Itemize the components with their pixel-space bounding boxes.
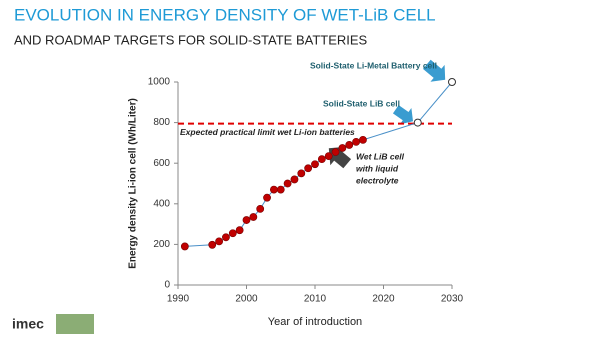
y-axis-label: Energy density Li-ion cell (Wh/Liter) — [128, 98, 139, 269]
data-point — [180, 242, 189, 251]
y-tick-label: 400 — [153, 198, 170, 209]
target-point — [448, 78, 456, 86]
data-point — [263, 193, 271, 202]
data-point — [297, 169, 306, 178]
y-tick-label: 0 — [164, 280, 170, 291]
slide-subtitle: AND ROADMAP TARGETS FOR SOLID-STATE BATT… — [14, 32, 368, 47]
logo: imec — [12, 316, 44, 332]
data-point — [242, 216, 251, 224]
y-tick-label: 600 — [153, 158, 170, 169]
x-tick-label: 2000 — [235, 294, 258, 305]
y-tick-label: 200 — [153, 239, 170, 250]
data-point — [256, 204, 265, 213]
y-tick-label: 1000 — [148, 77, 171, 88]
y-tick-label: 800 — [153, 117, 170, 128]
data-point — [352, 137, 360, 146]
data-point — [235, 226, 244, 235]
data-point — [311, 160, 319, 169]
data-point — [345, 141, 354, 149]
data-point — [208, 240, 217, 249]
data-point — [359, 135, 367, 144]
annotation: Solid-State Li-Metal Battery cell — [310, 60, 437, 70]
data-point — [249, 213, 258, 221]
arrow — [422, 59, 446, 82]
data-point — [215, 237, 223, 246]
arrow — [392, 105, 414, 125]
data-point — [317, 155, 326, 164]
data-point — [338, 144, 347, 152]
data-point — [228, 229, 237, 238]
data-point — [222, 233, 230, 242]
data-point — [304, 164, 313, 173]
x-tick-label: 2030 — [441, 294, 464, 305]
target-point — [413, 118, 422, 127]
annotation: Wet LiB cell — [356, 151, 405, 161]
data-point — [290, 175, 299, 184]
data-point — [276, 185, 285, 194]
data-point — [331, 148, 340, 156]
annotation: Solid-State LiB cell — [323, 98, 400, 108]
slide-title: EVOLUTION IN ENERGY DENSITY OF WET-LiB C… — [14, 5, 436, 24]
annotation: with liquid — [356, 163, 399, 173]
x-tick-label: 1990 — [167, 294, 190, 305]
data-point — [324, 152, 333, 160]
annotation: electrolyte — [356, 175, 399, 185]
x-tick-label: 2020 — [372, 294, 395, 305]
x-axis-label: Year of introduction — [268, 316, 362, 328]
data-point — [269, 185, 278, 194]
logo-mark — [56, 314, 94, 334]
reference-label: Expected practical limit wet Li-ion batt… — [180, 127, 355, 137]
x-tick-label: 2010 — [304, 294, 327, 305]
data-point — [283, 179, 292, 188]
